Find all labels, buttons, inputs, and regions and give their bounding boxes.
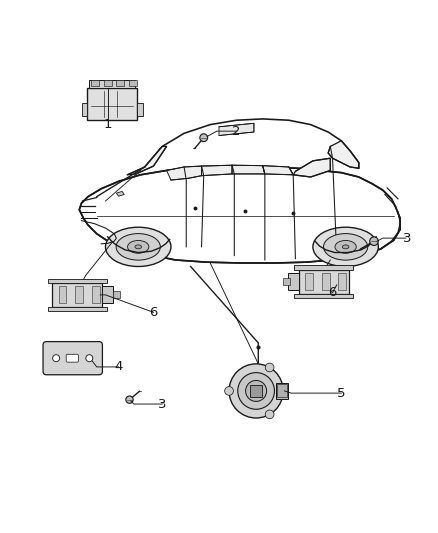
Bar [116, 80, 124, 86]
Circle shape [225, 386, 233, 395]
Bar [59, 286, 67, 303]
Bar [277, 384, 287, 398]
Polygon shape [166, 166, 201, 180]
FancyBboxPatch shape [66, 354, 78, 362]
Bar [75, 286, 83, 303]
Bar [322, 273, 330, 290]
Bar [283, 278, 290, 285]
Bar [129, 80, 137, 86]
Circle shape [265, 410, 274, 419]
Ellipse shape [116, 233, 160, 260]
Ellipse shape [343, 245, 349, 249]
Polygon shape [263, 166, 293, 175]
Ellipse shape [127, 240, 149, 253]
Circle shape [229, 364, 283, 418]
Bar [81, 103, 87, 116]
Circle shape [70, 354, 77, 362]
Bar [89, 80, 135, 88]
Text: 6: 6 [328, 286, 337, 299]
Polygon shape [328, 141, 359, 168]
Bar [294, 265, 353, 270]
Polygon shape [219, 123, 254, 135]
Bar [48, 279, 106, 283]
Text: 1: 1 [103, 118, 112, 131]
Bar [294, 294, 353, 298]
Text: 3: 3 [158, 398, 166, 410]
Circle shape [200, 134, 208, 142]
Bar [87, 88, 137, 120]
Polygon shape [117, 191, 124, 196]
Circle shape [370, 237, 378, 246]
Bar [48, 307, 106, 311]
Bar [276, 383, 288, 399]
Polygon shape [232, 165, 265, 174]
FancyBboxPatch shape [43, 342, 102, 375]
Polygon shape [293, 158, 330, 177]
Ellipse shape [135, 245, 141, 249]
Text: 2: 2 [232, 125, 241, 138]
Bar [305, 273, 313, 290]
Text: 4: 4 [114, 360, 123, 374]
Ellipse shape [313, 227, 378, 266]
Circle shape [265, 363, 274, 372]
Ellipse shape [324, 233, 368, 260]
Circle shape [238, 373, 275, 409]
Circle shape [53, 354, 60, 362]
Circle shape [126, 396, 133, 403]
Bar [250, 385, 262, 397]
Bar [299, 270, 349, 294]
Bar [102, 286, 113, 303]
Text: 5: 5 [337, 386, 346, 400]
Bar [92, 286, 99, 303]
Text: 3: 3 [403, 232, 411, 245]
Bar [52, 283, 102, 307]
Circle shape [246, 381, 267, 401]
Text: 6: 6 [149, 306, 158, 319]
Bar [104, 80, 112, 86]
Polygon shape [201, 165, 232, 176]
Bar [288, 273, 299, 290]
Ellipse shape [106, 227, 171, 266]
Polygon shape [127, 147, 166, 175]
Circle shape [86, 354, 93, 362]
Polygon shape [79, 166, 400, 263]
Bar [137, 103, 143, 116]
Bar [91, 80, 99, 86]
Ellipse shape [335, 240, 356, 253]
Bar [113, 292, 120, 298]
Bar [339, 273, 346, 290]
